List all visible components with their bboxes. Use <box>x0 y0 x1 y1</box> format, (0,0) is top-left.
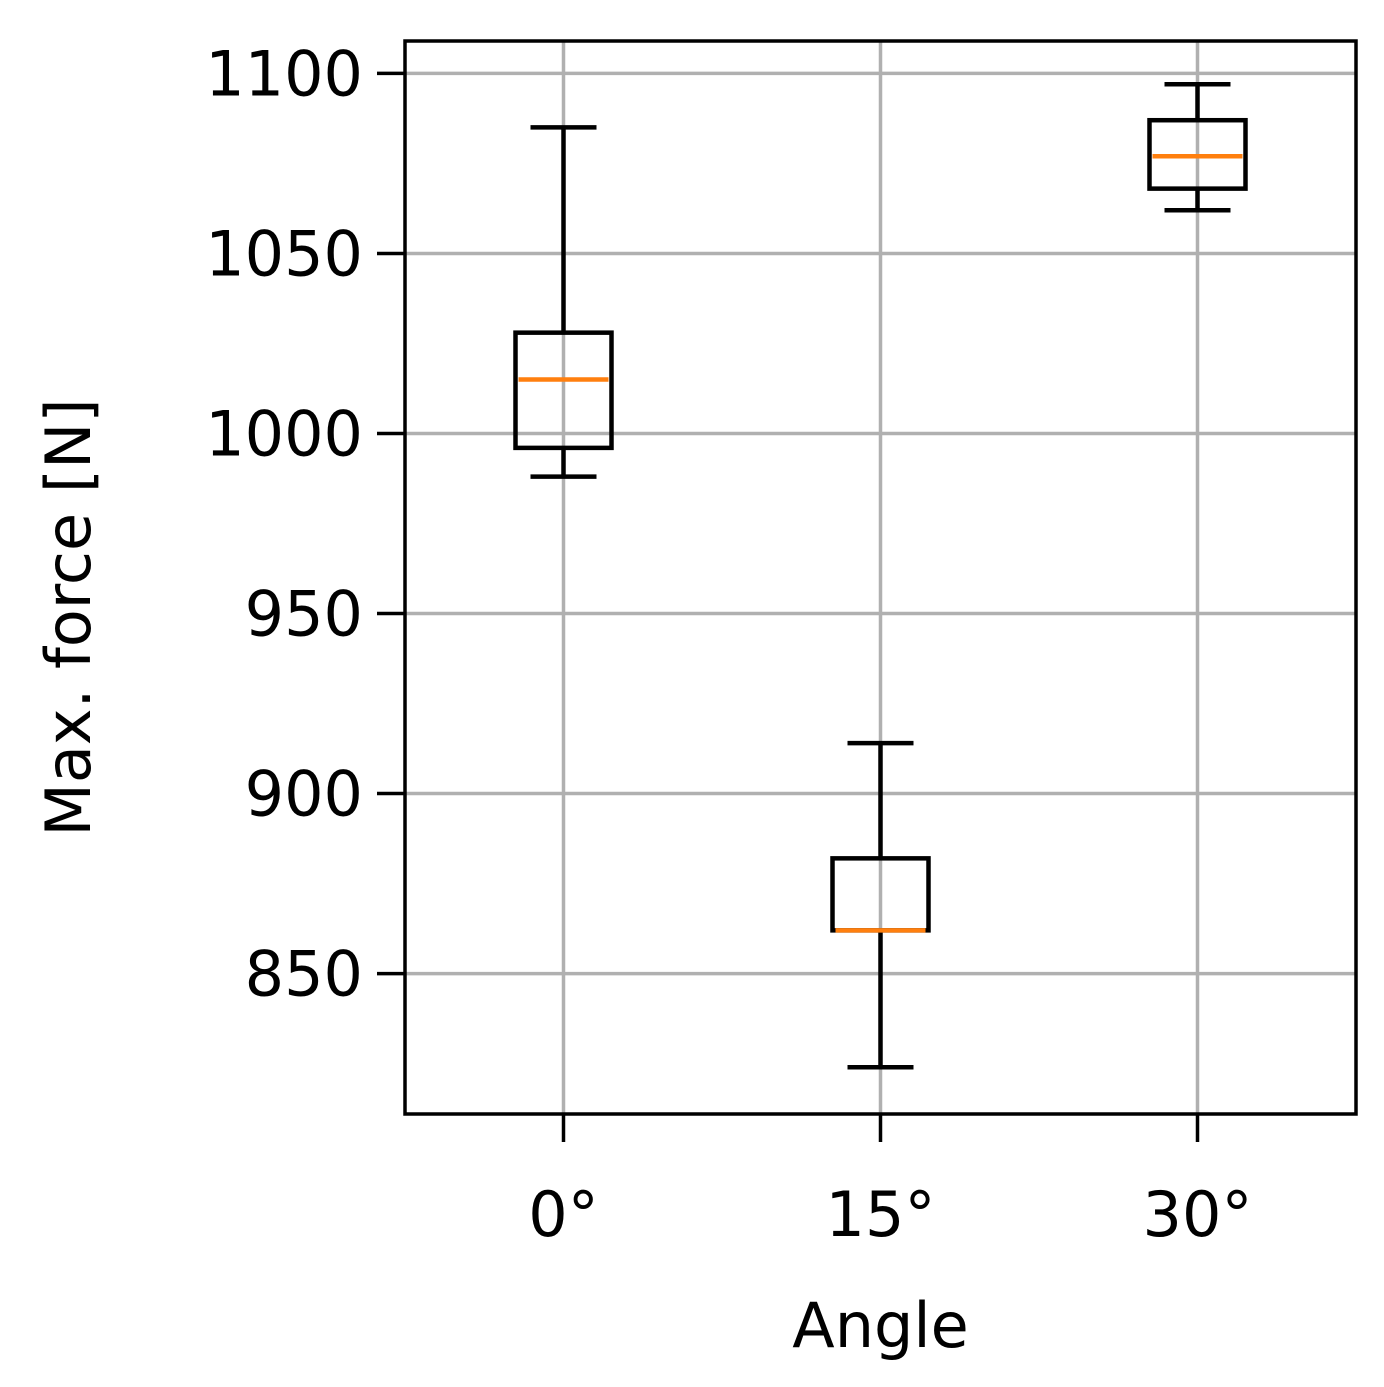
y-tick-label: 1100 <box>205 37 363 110</box>
x-tick-label: 0° <box>528 1178 598 1251</box>
box-group <box>830 740 931 1070</box>
box-group <box>513 125 614 479</box>
y-tick-label: 1000 <box>205 397 363 470</box>
iqr-box <box>1147 117 1248 191</box>
axis-ticks: 850 900 950 1000 1050 1100 0° 15° 30° <box>205 37 1252 1251</box>
x-tick-label: 30° <box>1143 1178 1253 1251</box>
y-tick-label: 900 <box>245 758 363 831</box>
iqr-box <box>513 330 614 451</box>
x-tick-label: 15° <box>826 1178 936 1251</box>
x-axis-label: Angle <box>792 1289 968 1362</box>
y-axis-label: Max. force [N] <box>32 398 105 836</box>
box-group <box>1147 81 1248 213</box>
y-tick-label: 1050 <box>205 217 363 290</box>
y-tick-label: 950 <box>245 578 363 651</box>
boxes <box>513 81 1248 1070</box>
y-tick-label: 850 <box>245 938 363 1011</box>
